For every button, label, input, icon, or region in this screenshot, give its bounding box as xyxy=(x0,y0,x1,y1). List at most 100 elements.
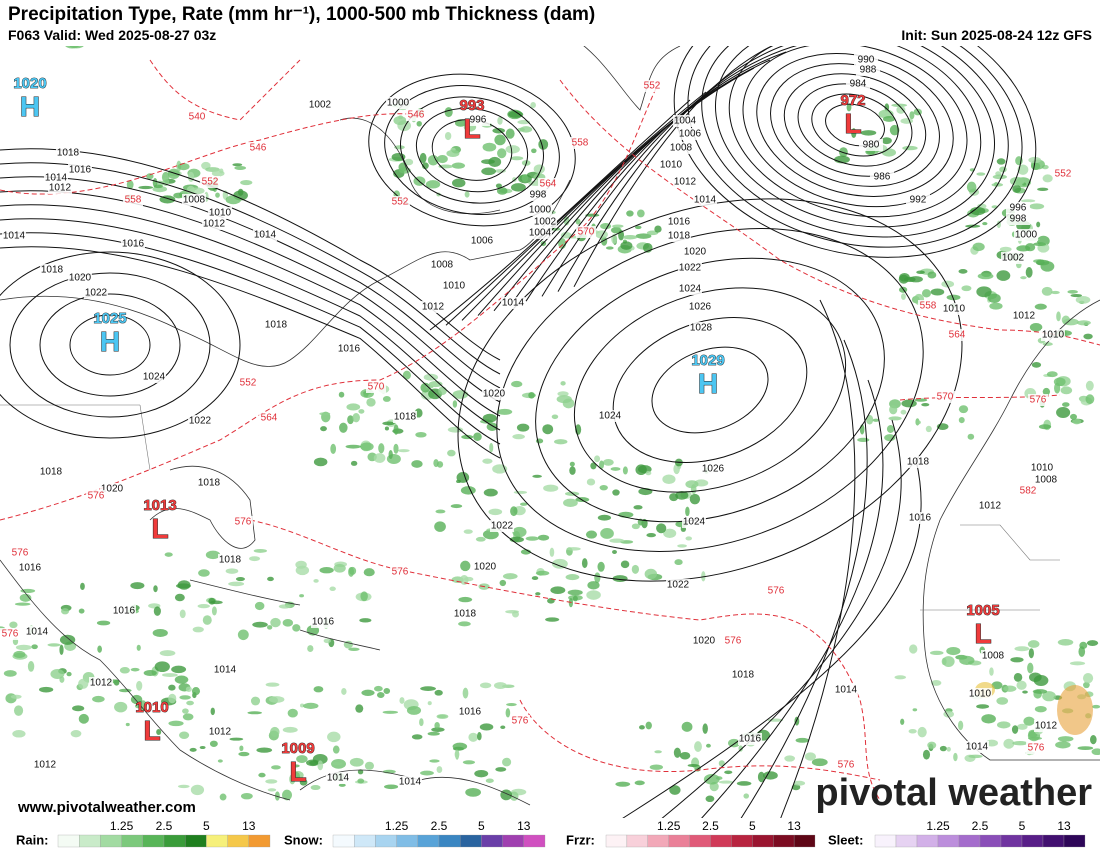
precip xyxy=(182,708,189,714)
precip xyxy=(406,705,422,715)
precip xyxy=(496,187,508,195)
label-backdrop xyxy=(510,715,530,727)
precip xyxy=(1057,638,1074,646)
precip xyxy=(656,523,667,534)
precip xyxy=(456,472,470,483)
precip xyxy=(646,230,659,236)
precip xyxy=(358,409,365,414)
precip xyxy=(563,216,570,226)
precip xyxy=(66,671,72,677)
isobar-label: 1010 xyxy=(1042,330,1065,341)
precip xyxy=(972,242,985,252)
isobar-label: 1014 xyxy=(45,173,68,184)
precip xyxy=(930,288,945,296)
precip xyxy=(599,460,605,469)
isobar xyxy=(535,257,885,523)
precip xyxy=(253,548,268,553)
precip xyxy=(185,686,192,692)
precip xyxy=(921,289,932,298)
precip xyxy=(229,737,244,741)
legend-swatch xyxy=(57,834,80,848)
center-letter: L xyxy=(143,715,160,746)
precip xyxy=(303,702,319,709)
precip xyxy=(1067,289,1078,294)
label-backdrop xyxy=(84,287,108,299)
precip xyxy=(270,726,280,737)
precip xyxy=(505,145,520,154)
precip xyxy=(393,443,399,454)
precip xyxy=(462,687,469,699)
precip xyxy=(927,271,937,279)
legend-swatch xyxy=(958,834,981,848)
precip xyxy=(434,521,446,532)
precip xyxy=(59,634,76,645)
precip xyxy=(953,752,958,762)
precip xyxy=(1034,303,1047,310)
precip xyxy=(551,414,559,420)
legend-swatch xyxy=(1042,834,1065,848)
precip xyxy=(600,528,614,539)
isobar-label: 1012 xyxy=(49,183,72,194)
coastline xyxy=(559,29,681,111)
precip xyxy=(946,746,951,752)
precip xyxy=(3,670,17,677)
precip xyxy=(319,567,334,574)
label-backdrop xyxy=(678,262,702,274)
isobar-label: 1000 xyxy=(1015,230,1038,241)
isobar-label: 1028 xyxy=(690,323,713,334)
precip xyxy=(1062,402,1070,407)
precip xyxy=(634,780,645,786)
isobar-label: 1024 xyxy=(143,372,166,383)
label-backdrop xyxy=(142,371,166,383)
thickness-label: 564 xyxy=(540,179,557,190)
precip xyxy=(78,608,85,614)
precip xyxy=(357,769,364,775)
precip xyxy=(384,426,389,431)
isobar-label: 1016 xyxy=(122,239,145,250)
precip xyxy=(397,449,410,453)
precip xyxy=(59,644,64,656)
precip xyxy=(239,745,244,752)
precip xyxy=(339,422,348,433)
precip xyxy=(612,224,624,228)
precip xyxy=(908,728,917,734)
label-backdrop xyxy=(466,114,490,126)
precip xyxy=(61,608,70,615)
precip xyxy=(346,403,361,411)
center-letter: H xyxy=(100,326,120,357)
legend-tick: 1.25 xyxy=(657,819,681,833)
label-backdrop xyxy=(669,142,693,154)
isobar-label: 1020 xyxy=(684,247,707,258)
precip xyxy=(136,680,143,691)
precip xyxy=(976,286,992,298)
precip xyxy=(420,382,431,393)
precip xyxy=(341,687,347,695)
precip xyxy=(350,460,358,466)
precip xyxy=(10,694,22,699)
precip xyxy=(415,431,427,438)
precip xyxy=(256,747,273,753)
precip xyxy=(479,682,492,689)
precip xyxy=(512,526,527,538)
precip xyxy=(168,720,184,727)
isobar-label: 1026 xyxy=(702,464,725,475)
isobar-label: 1018 xyxy=(394,412,417,423)
precip xyxy=(345,444,361,449)
label-backdrop xyxy=(337,343,361,355)
precip xyxy=(510,156,524,161)
precip xyxy=(620,560,630,569)
legend-swatch xyxy=(605,834,628,848)
isobar-label: 988 xyxy=(860,65,877,76)
precip xyxy=(411,460,423,468)
precip xyxy=(654,225,662,233)
precip xyxy=(209,740,218,747)
precip xyxy=(447,426,464,433)
label-backdrop xyxy=(326,772,350,784)
precip xyxy=(677,544,687,548)
precip xyxy=(1060,386,1073,395)
isobar xyxy=(445,91,707,326)
precip xyxy=(533,164,545,174)
precip xyxy=(12,729,26,738)
label-backdrop xyxy=(576,226,596,238)
precip xyxy=(597,514,612,521)
